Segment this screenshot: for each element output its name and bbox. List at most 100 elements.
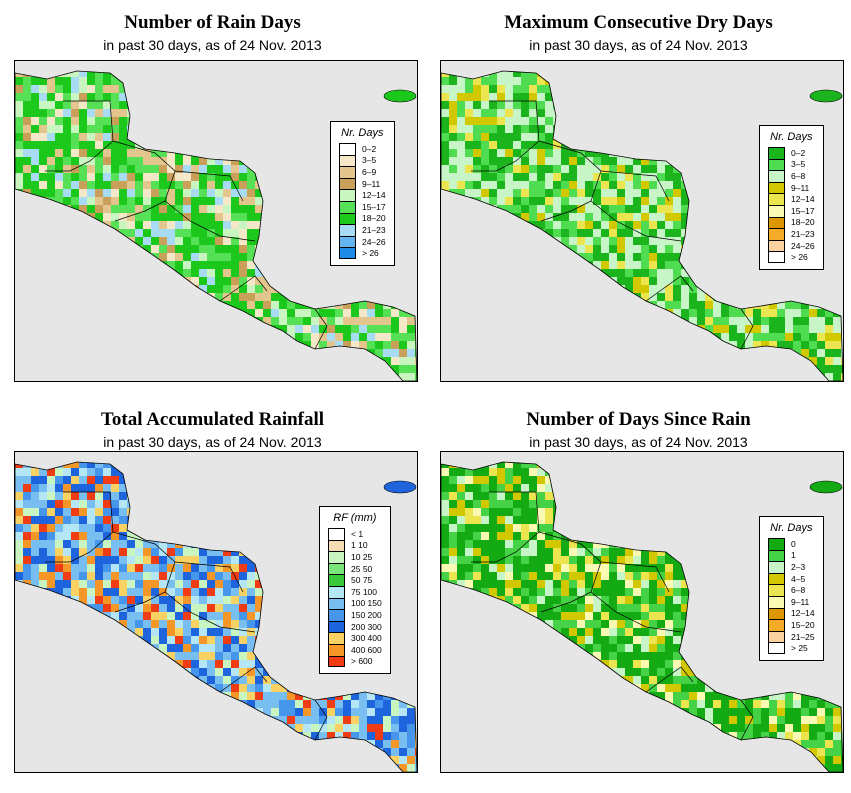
- legend-label: > 600: [351, 656, 373, 667]
- legend-item: 0–2: [768, 147, 815, 159]
- legend-label: 12–14: [362, 190, 386, 201]
- island: [383, 480, 417, 494]
- legend-item: > 26: [768, 251, 815, 263]
- legend-label: 2–3: [791, 561, 806, 572]
- legend-label: 4–5: [791, 573, 806, 584]
- legend-swatch: [768, 239, 785, 252]
- country-border: [740, 699, 754, 741]
- legend-item: 21–23: [768, 228, 815, 240]
- panel-title: Maximum Consecutive Dry Days: [504, 12, 773, 33]
- legend-item: 200 300: [328, 620, 382, 633]
- legend-label: 21–23: [791, 228, 815, 239]
- legend-swatch: [339, 247, 356, 259]
- legend-item: 150 200: [328, 609, 382, 621]
- legend-item: 15–20: [768, 619, 815, 631]
- legend-item: 6–8: [768, 584, 815, 596]
- legend-label: > 25: [791, 643, 808, 654]
- legend-swatch: [328, 597, 345, 610]
- legend-label: 0: [791, 538, 796, 549]
- country-border: [538, 140, 602, 222]
- country-border: [174, 170, 244, 202]
- coastline: [441, 70, 843, 381]
- legend-label: 0–2: [362, 143, 377, 154]
- country-border: [471, 100, 540, 172]
- legend-item: 21–25: [768, 630, 815, 643]
- legend-item: > 25: [768, 642, 815, 654]
- legend-item: 12–14: [339, 189, 386, 201]
- legend-title: Nr. Days: [770, 522, 813, 534]
- legend-item: 15–17: [339, 200, 386, 213]
- legend-label: 6–8: [791, 585, 806, 596]
- legend-label: 6–8: [791, 170, 806, 181]
- legend-label: 3–5: [362, 155, 377, 166]
- legend-item: 6–8: [768, 170, 815, 182]
- legend-swatch: [339, 166, 356, 178]
- legend-item: < 1: [328, 528, 382, 540]
- legend-swatch: [339, 212, 356, 225]
- country-border: [45, 491, 114, 563]
- legend-swatch: [339, 200, 356, 213]
- legend: Nr. Days 0–2 3–5 6–9 9–11 12–14 15–17 18–20 21–…: [330, 121, 395, 266]
- coastline: [441, 461, 843, 772]
- country-border: [219, 666, 268, 693]
- legend-swatch: [768, 584, 785, 596]
- legend-item: 9–11: [339, 177, 386, 190]
- legend-label: 18–20: [362, 213, 386, 224]
- legend-label: 21–23: [362, 224, 386, 235]
- legend-item: 50 75: [328, 574, 382, 586]
- legend-label: 24–26: [791, 240, 815, 251]
- legend-swatch: [328, 528, 345, 540]
- legend-label: 75 100: [351, 586, 377, 597]
- legend-swatch: [768, 204, 785, 217]
- legend-swatch: [328, 551, 345, 563]
- legend-label: 6–9: [362, 166, 377, 177]
- country-border: [740, 308, 754, 350]
- legend-item: 21–23: [339, 224, 386, 236]
- legend-swatch: [768, 147, 785, 159]
- legend-title: RF (mm): [333, 512, 377, 524]
- legend-item: 4–5: [768, 572, 815, 585]
- country-border: [600, 561, 670, 593]
- legend-swatch: [339, 235, 356, 248]
- country-border: [45, 100, 114, 172]
- legend-item: > 600: [328, 655, 382, 668]
- map-area: Nr. Days 0–2 3–5 6–9 9–11 12–14 15–17 18–20 21–…: [14, 60, 418, 382]
- legend-swatch: [768, 549, 785, 562]
- legend-label: 50 75: [351, 575, 373, 586]
- legend-label: 10 25: [351, 551, 373, 562]
- legend-swatch: [768, 193, 785, 205]
- legend-swatch: [339, 189, 356, 201]
- legend-item: 25 50: [328, 562, 382, 575]
- country-border: [164, 591, 256, 633]
- legend-item: 9–11: [768, 595, 815, 608]
- legend-item: 12–14: [768, 193, 815, 205]
- legend-label: 3–5: [791, 159, 806, 170]
- coastline: [15, 461, 417, 772]
- legend-item: 0–2: [339, 143, 386, 155]
- country-border: [219, 275, 268, 302]
- island: [809, 89, 843, 103]
- country-border: [112, 531, 176, 613]
- legend-swatch: [768, 572, 785, 585]
- legend-item: 75 100: [328, 585, 382, 598]
- panel-title: Number of Rain Days: [124, 12, 301, 33]
- legend-label: 400 600: [351, 644, 382, 655]
- legend-item: > 26: [339, 247, 386, 259]
- legend-item: 6–9: [339, 166, 386, 178]
- legend-swatch: [768, 642, 785, 654]
- country-border: [645, 275, 694, 302]
- legend-swatch: [339, 154, 356, 167]
- legend: Nr. Days 0 1 2–3 4–5 6–8 9–11 12–14 15–20 21–25 >…: [759, 516, 824, 661]
- legend-label: 1: [791, 550, 796, 561]
- legend-item: 9–11: [768, 181, 815, 194]
- legend-label: 150 200: [351, 609, 382, 620]
- legend-label: > 26: [362, 248, 379, 259]
- legend-item: 1: [768, 549, 815, 562]
- legend-swatch: [328, 620, 345, 633]
- island: [809, 480, 843, 494]
- legend-label: 200 300: [351, 621, 382, 632]
- legend-item: 3–5: [768, 158, 815, 171]
- legend-swatch: [768, 561, 785, 573]
- legend: Nr. Days 0–2 3–5 6–8 9–11 12–14 15–17 18–20 21–…: [759, 125, 824, 270]
- coastline: [15, 70, 417, 381]
